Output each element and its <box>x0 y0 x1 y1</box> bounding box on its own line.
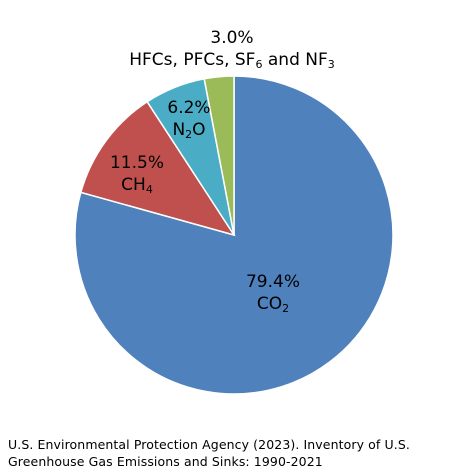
slice-value-label-3: 6.2% <box>167 98 210 118</box>
slice-value-label-4: 3.0% <box>210 28 253 48</box>
source-line-1: U.S. Environmental Protection Agency (20… <box>8 437 410 452</box>
pie-slices <box>74 75 394 395</box>
slice-name-label-3: N2O <box>172 120 205 141</box>
pie-labels: 79.4%CO2 11.5%CH4 6.2%N2O 3.0%HFCs, PFCs, S… <box>110 28 335 315</box>
slice-name-label-1: CO2 <box>257 294 289 315</box>
slice-value-label-1: 79.4% <box>246 272 300 292</box>
source-line-2: Greenhouse Gas Emissions and Sinks: 1990… <box>8 454 323 469</box>
slice-name-label-4: HFCs, PFCs, SF6 and NF3 <box>129 50 335 71</box>
source-note: U.S. Environmental Protection Agency (20… <box>8 436 468 470</box>
pie-slice-2 <box>79 100 236 237</box>
pie-slice-1 <box>74 75 394 395</box>
slice-value-label-2: 11.5% <box>110 153 164 173</box>
pie-slice-4 <box>203 75 235 236</box>
slice-name-label-2: CH4 <box>121 175 153 196</box>
